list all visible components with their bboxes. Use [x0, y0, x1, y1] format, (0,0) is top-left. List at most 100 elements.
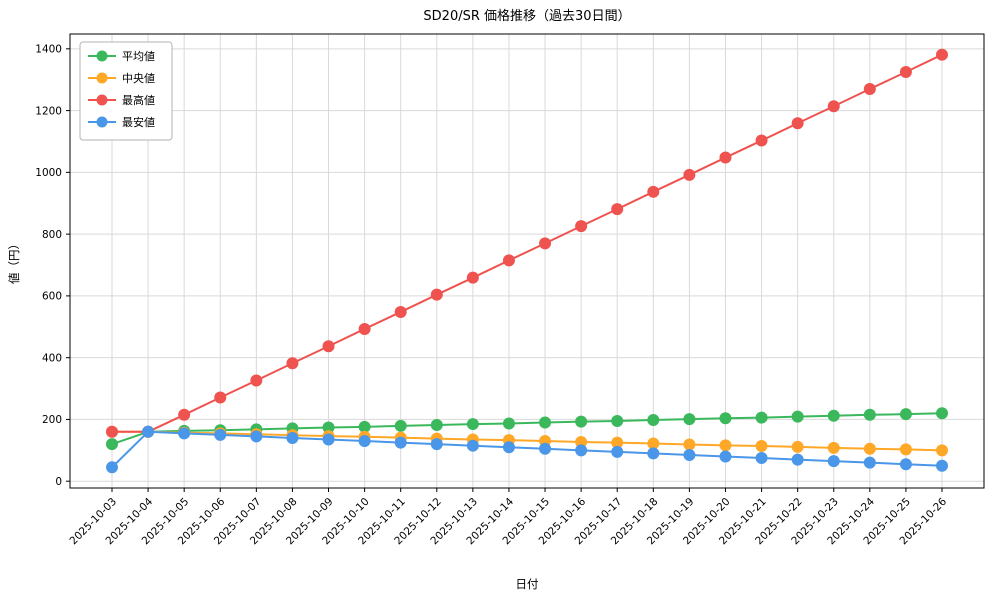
data-point [178, 427, 191, 440]
data-point [899, 65, 912, 78]
y-tick-label: 800 [42, 229, 62, 241]
legend-marker-dot [96, 72, 108, 84]
data-point [539, 416, 552, 429]
data-point [394, 419, 407, 432]
data-point [394, 305, 407, 318]
data-point [502, 254, 515, 267]
data-point [755, 134, 768, 147]
data-point [358, 420, 371, 433]
data-point [178, 408, 191, 421]
data-point [683, 413, 696, 426]
x-axis-label: 日付 [516, 577, 539, 591]
data-point [575, 220, 588, 233]
y-tick-label: 200 [42, 414, 62, 426]
data-point [466, 418, 479, 431]
data-point [611, 203, 624, 216]
data-point [791, 453, 804, 466]
y-tick-label: 1200 [35, 105, 62, 117]
data-point [936, 459, 948, 472]
data-point [106, 425, 118, 438]
data-point [214, 428, 227, 441]
data-point [502, 441, 515, 454]
series-line [111, 53, 943, 433]
data-point [539, 442, 552, 455]
data-point [322, 340, 335, 353]
data-point [863, 456, 876, 469]
series-line [111, 430, 943, 469]
data-point [827, 409, 840, 422]
data-point [286, 357, 299, 370]
plot-border [69, 33, 985, 489]
data-point [683, 448, 696, 461]
data-point [430, 418, 443, 431]
data-point [863, 408, 876, 421]
series-最高値 [106, 48, 948, 438]
legend-marker-dot [96, 94, 108, 106]
legend-item: 最高値 [88, 93, 155, 107]
data-point [827, 441, 840, 454]
data-point [719, 450, 732, 463]
data-point [322, 433, 335, 446]
data-point [322, 421, 335, 434]
data-point [430, 288, 443, 301]
legend-marker-dot [96, 50, 108, 62]
data-point [466, 439, 479, 452]
data-point [358, 322, 371, 335]
legend-item: 中央値 [88, 72, 155, 85]
legend-label: 最安値 [122, 115, 155, 129]
data-point [863, 82, 876, 95]
data-point [755, 411, 768, 424]
data-point [106, 461, 118, 474]
series-最安値 [106, 425, 948, 474]
data-point [719, 439, 732, 452]
data-point [719, 151, 732, 164]
data-point [827, 455, 840, 468]
data-point [250, 374, 263, 387]
legend-marker-dot [96, 116, 108, 128]
data-point [575, 444, 588, 457]
data-point [791, 117, 804, 130]
data-point [358, 435, 371, 448]
data-point [611, 414, 624, 427]
data-point [863, 442, 876, 455]
y-tick-label: 400 [42, 352, 62, 364]
data-point [539, 237, 552, 250]
data-point [502, 417, 515, 430]
y-tick-label: 0 [55, 476, 62, 488]
chart-title: SD20/SR 価格推移（過去30日間） [423, 8, 630, 24]
data-point [936, 444, 948, 457]
data-point [466, 271, 479, 284]
data-point [899, 443, 912, 456]
series-line [111, 412, 943, 446]
data-point [719, 412, 732, 425]
series-line [111, 430, 943, 452]
legend-box [79, 41, 173, 141]
y-tick-label: 600 [42, 291, 62, 303]
data-point [214, 391, 227, 404]
data-point [430, 438, 443, 451]
legend-label: 最高値 [122, 93, 155, 107]
data-point [683, 438, 696, 451]
data-point [575, 435, 588, 448]
data-point [286, 431, 299, 444]
legend-item: 最安値 [88, 115, 155, 129]
legend-label: 中央値 [122, 72, 155, 85]
data-point [575, 415, 588, 428]
data-point [755, 452, 768, 465]
data-point [899, 458, 912, 471]
y-tick-label: 1000 [35, 167, 62, 179]
data-point [791, 440, 804, 453]
data-point [647, 414, 660, 427]
y-tick-label: 1400 [35, 44, 62, 56]
legend-label: 平均値 [122, 50, 155, 63]
data-point [755, 439, 768, 452]
data-point [936, 407, 948, 420]
data-point [899, 408, 912, 421]
data-point [250, 430, 263, 443]
legend-item: 平均値 [88, 50, 155, 63]
data-point [611, 445, 624, 458]
data-point [647, 185, 660, 198]
